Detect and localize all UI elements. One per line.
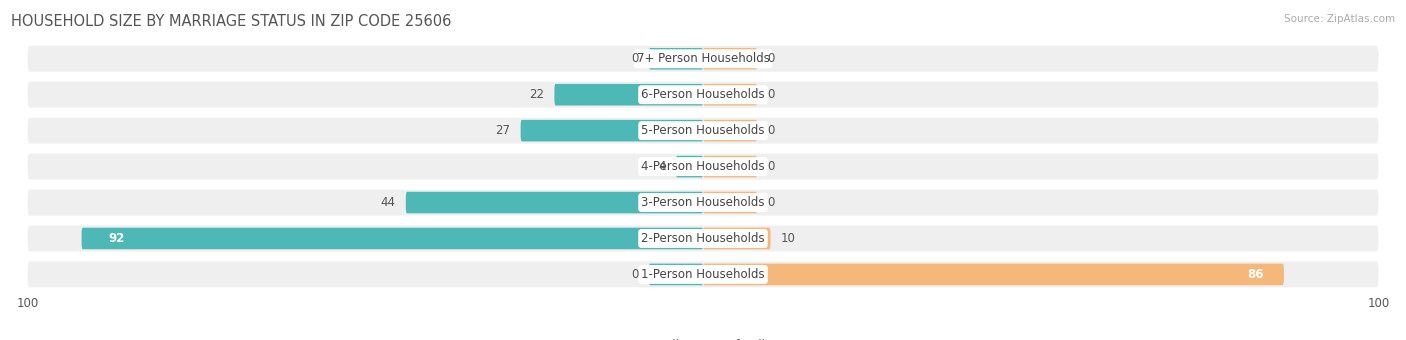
FancyBboxPatch shape bbox=[28, 46, 1378, 72]
FancyBboxPatch shape bbox=[703, 264, 1284, 285]
FancyBboxPatch shape bbox=[28, 225, 1378, 251]
FancyBboxPatch shape bbox=[520, 120, 703, 141]
FancyBboxPatch shape bbox=[28, 190, 1378, 216]
FancyBboxPatch shape bbox=[703, 228, 770, 249]
Text: 4: 4 bbox=[658, 160, 666, 173]
Text: Source: ZipAtlas.com: Source: ZipAtlas.com bbox=[1284, 14, 1395, 23]
FancyBboxPatch shape bbox=[28, 154, 1378, 180]
Text: 0: 0 bbox=[768, 196, 775, 209]
Text: 0: 0 bbox=[768, 160, 775, 173]
Text: 1-Person Households: 1-Person Households bbox=[641, 268, 765, 281]
FancyBboxPatch shape bbox=[554, 84, 703, 105]
Text: 44: 44 bbox=[381, 196, 395, 209]
FancyBboxPatch shape bbox=[703, 120, 756, 141]
FancyBboxPatch shape bbox=[28, 82, 1378, 108]
Text: 3-Person Households: 3-Person Households bbox=[641, 196, 765, 209]
Legend: Family, Nonfamily: Family, Nonfamily bbox=[628, 335, 778, 340]
FancyBboxPatch shape bbox=[82, 228, 703, 249]
FancyBboxPatch shape bbox=[703, 156, 756, 177]
Text: 0: 0 bbox=[631, 52, 638, 65]
FancyBboxPatch shape bbox=[703, 192, 756, 213]
Text: 27: 27 bbox=[495, 124, 510, 137]
FancyBboxPatch shape bbox=[676, 156, 703, 177]
Text: 10: 10 bbox=[780, 232, 796, 245]
Text: 7+ Person Households: 7+ Person Households bbox=[637, 52, 769, 65]
Text: 4-Person Households: 4-Person Households bbox=[641, 160, 765, 173]
Text: 0: 0 bbox=[768, 88, 775, 101]
FancyBboxPatch shape bbox=[406, 192, 703, 213]
FancyBboxPatch shape bbox=[28, 261, 1378, 287]
FancyBboxPatch shape bbox=[28, 118, 1378, 143]
Text: 22: 22 bbox=[529, 88, 544, 101]
FancyBboxPatch shape bbox=[650, 264, 703, 285]
FancyBboxPatch shape bbox=[703, 48, 756, 70]
Text: 92: 92 bbox=[108, 232, 125, 245]
Text: 5-Person Households: 5-Person Households bbox=[641, 124, 765, 137]
Text: 2-Person Households: 2-Person Households bbox=[641, 232, 765, 245]
Text: HOUSEHOLD SIZE BY MARRIAGE STATUS IN ZIP CODE 25606: HOUSEHOLD SIZE BY MARRIAGE STATUS IN ZIP… bbox=[11, 14, 451, 29]
Text: 0: 0 bbox=[768, 124, 775, 137]
FancyBboxPatch shape bbox=[650, 48, 703, 70]
FancyBboxPatch shape bbox=[703, 84, 756, 105]
Text: 6-Person Households: 6-Person Households bbox=[641, 88, 765, 101]
Text: 0: 0 bbox=[631, 268, 638, 281]
Text: 0: 0 bbox=[768, 52, 775, 65]
Text: 86: 86 bbox=[1247, 268, 1264, 281]
